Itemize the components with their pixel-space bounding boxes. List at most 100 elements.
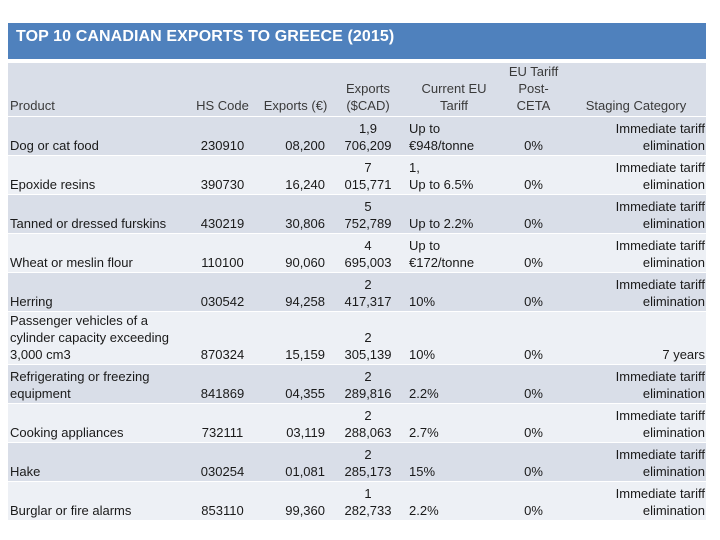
current-tariff-cell: 15%	[407, 443, 501, 481]
staging-top: Immediate tariff	[615, 238, 705, 253]
exports-cad-bottom: 288,063	[344, 425, 392, 440]
exports-eur-cell: 16,240	[262, 156, 329, 194]
exports-eur: 30,806	[285, 216, 325, 231]
tariff-bottom: 2.2%	[409, 386, 439, 401]
exports-eur-cell: 15,159	[262, 312, 329, 364]
exports-eur-cell: 99,360	[262, 482, 329, 520]
exports-cad-bottom: 285,173	[344, 464, 392, 479]
exports-eur: 99,360	[285, 503, 325, 518]
post-ceta-tariff: 0%	[524, 294, 543, 309]
header-current-tariff-line1: Current EU	[421, 81, 487, 96]
exports-eur: 94,258	[285, 294, 325, 309]
current-tariff-cell: 2.2%	[407, 365, 501, 403]
exports-eur: 08,200	[285, 138, 325, 153]
post-ceta-cell: 0%	[501, 273, 566, 311]
hs-code-cell: 230910	[183, 117, 262, 155]
product-name: Passenger vehicles of a cylinder capacit…	[10, 313, 169, 362]
current-tariff-cell: 10%	[407, 273, 501, 311]
post-ceta-cell: 0%	[501, 312, 566, 364]
product-cell: Cooking appliances	[8, 404, 183, 442]
exports-cad-cell: 2 285,173	[329, 443, 407, 481]
staging-bottom: elimination	[642, 216, 705, 231]
exports-cad-top: 2	[364, 277, 372, 292]
exports-cad-top: 1,9	[358, 121, 378, 136]
tariff-bottom: €172/tonne	[409, 255, 475, 270]
staging-top: Immediate tariff	[615, 121, 705, 136]
post-ceta-tariff: 0%	[524, 255, 543, 270]
hs-code-cell: 110100	[183, 234, 262, 272]
exports-eur: 90,060	[285, 255, 325, 270]
post-ceta-tariff: 0%	[524, 425, 543, 440]
exports-cad-cell: 2 417,317	[329, 273, 407, 311]
staging-top: Immediate tariff	[615, 447, 705, 462]
staging-cell: Immediate tariff elimination	[566, 443, 706, 481]
hs-code-cell: 853110	[183, 482, 262, 520]
header-post-ceta-line1: EU Tariff	[508, 64, 559, 79]
product-cell: Tanned or dressed furskins	[8, 195, 183, 233]
product-name: Epoxide resins	[10, 177, 96, 192]
hs-code: 841869	[200, 386, 245, 401]
post-ceta-cell: 0%	[501, 482, 566, 520]
product-name: Dog or cat food	[10, 138, 99, 153]
staging-top: Immediate tariff	[615, 369, 705, 384]
exports-cad-top: 2	[364, 369, 372, 384]
post-ceta-cell: 0%	[501, 195, 566, 233]
current-tariff-cell: 2.2%	[407, 482, 501, 520]
exports-cad-top: 2	[364, 408, 372, 423]
tariff-bottom: Up to 2.2%	[409, 216, 474, 231]
exports-cad-bottom: 282,733	[344, 503, 392, 518]
post-ceta-tariff: 0%	[524, 138, 543, 153]
exports-cad-top: 2	[364, 447, 372, 462]
hs-code-cell: 390730	[183, 156, 262, 194]
header-hs-code: HS Code	[183, 63, 262, 116]
exports-eur-cell: 03,119	[262, 404, 329, 442]
product-name: Cooking appliances	[10, 425, 124, 440]
exports-cad-cell: 7 015,771	[329, 156, 407, 194]
hs-code: 853110	[201, 503, 244, 518]
staging-top: Immediate tariff	[615, 486, 705, 501]
header-post-ceta-line2: Post-	[518, 81, 549, 96]
exports-cad-cell: 2 305,139	[329, 312, 407, 364]
staging-top: Immediate tariff	[615, 199, 705, 214]
exports-cad-cell: 1 282,733	[329, 482, 407, 520]
tariff-bottom: Up to 6.5%	[409, 177, 474, 192]
exports-cad-cell: 2 289,816	[329, 365, 407, 403]
tariff-top: 1,	[409, 160, 420, 175]
product-name: Herring	[10, 294, 53, 309]
exports-cad-top: 1	[364, 486, 372, 501]
header-current-tariff-line2: Tariff	[440, 98, 468, 113]
staging-cell: Immediate tariff elimination	[566, 195, 706, 233]
title-bar: TOP 10 CANADIAN EXPORTS TO GREECE (2015)	[8, 23, 706, 61]
staging-cell: Immediate tariff elimination	[566, 365, 706, 403]
product-cell: Passenger vehicles of a cylinder capacit…	[8, 312, 183, 364]
product-cell: Herring	[8, 273, 183, 311]
tariff-top: Up to	[409, 238, 441, 253]
exports-cad-bottom: 417,317	[344, 294, 392, 309]
hs-code: 230910	[200, 138, 245, 153]
staging-top: Immediate tariff	[615, 408, 705, 423]
exports-eur: 16,240	[285, 177, 325, 192]
exports-cad-top: 7	[364, 160, 372, 175]
staging-cell: Immediate tariff elimination	[566, 156, 706, 194]
exports-cad-bottom: 706,209	[344, 138, 392, 153]
exports-eur: 03,119	[286, 425, 325, 440]
hs-code-cell: 841869	[183, 365, 262, 403]
product-name: Refrigerating or freezing equipment	[10, 369, 150, 401]
post-ceta-tariff: 0%	[524, 386, 543, 401]
exports-cad-cell: 1,9 706,209	[329, 117, 407, 155]
product-cell: Burglar or fire alarms	[8, 482, 183, 520]
header-staging: Staging Category	[566, 63, 706, 116]
exports-cad-top: 5	[364, 199, 372, 214]
staging-bottom: elimination	[642, 177, 705, 192]
post-ceta-cell: 0%	[501, 443, 566, 481]
exports-eur-cell: 90,060	[262, 234, 329, 272]
product-cell: Dog or cat food	[8, 117, 183, 155]
post-ceta-cell: 0%	[501, 156, 566, 194]
product-cell: Refrigerating or freezing equipment	[8, 365, 183, 403]
exports-cad-cell: 4 695,003	[329, 234, 407, 272]
hs-code: 430219	[200, 216, 245, 231]
exports-eur: 01,081	[285, 464, 325, 479]
product-name: Burglar or fire alarms	[10, 503, 132, 518]
staging-cell: 7 years	[566, 312, 706, 364]
current-tariff-cell: 1, Up to 6.5%	[407, 156, 501, 194]
